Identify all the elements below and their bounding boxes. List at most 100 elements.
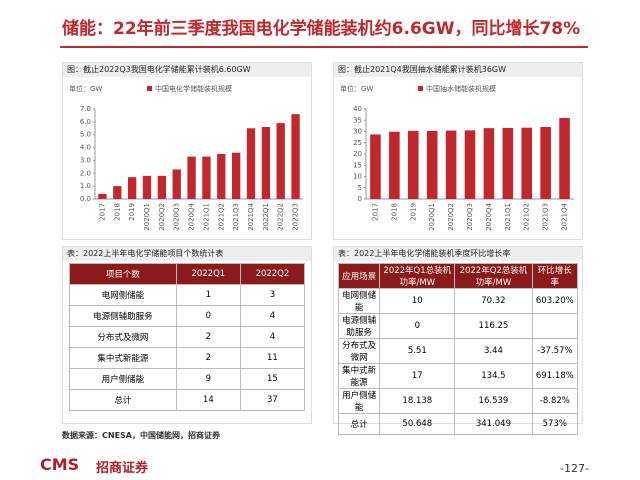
table-wrap: 应用场景 2022年Q1总装机功率/MW 2022年Q2总装机功率/MW 环比增长率电…: [337, 263, 579, 435]
source-note: 数据来源：CNESA，中国储能网，招商证券: [62, 431, 220, 440]
x-tick-label: 2020Q4: [485, 202, 493, 230]
table-cell: 9: [175, 368, 241, 390]
table-cell: 11: [239, 347, 306, 369]
table-row: 总计 50.648 341.049 573%: [337, 413, 579, 435]
table-wrap: 项目个数 2022Q1 2022Q2 电网侧储能 1 3 电源侧辅助服务 0 4 分布式及微网 2 4…: [69, 263, 306, 411]
x-tick-label: 2021Q3: [542, 203, 550, 231]
slide-title: 储能：22年前三季度我国电化学储能装机约6.6GW，同比增长78%: [62, 19, 581, 39]
table-row: 用户侧储能 9 15: [69, 368, 306, 390]
table-cell: 70.32: [454, 288, 533, 314]
bar: [389, 131, 400, 199]
x-tick-label: 2017: [98, 203, 106, 221]
bar: [483, 128, 495, 199]
table-cell: 集中式新能源: [69, 347, 177, 369]
table-cell: 电网侧储能: [69, 284, 177, 306]
x-tick-label: 2020Q2: [158, 203, 166, 231]
table-row: 集中式新能源 2 11: [69, 347, 306, 369]
table-cell: 0: [175, 305, 241, 327]
table-cell: 3: [239, 284, 306, 306]
empty-cell: [531, 313, 579, 339]
table-panel: 表：2022上半年电化学储能项目个数统计表 项目个数 2022Q1 2022Q2 电网…: [62, 246, 312, 424]
y-tick-label: 4.0: [80, 144, 91, 152]
x-tick-label: 2017: [371, 203, 379, 221]
bar: [98, 193, 107, 199]
y-tick-label: 40: [353, 105, 362, 113]
chart-title: 图：截止2022Q3我国电化学储能累计装机6.60GW: [63, 63, 311, 77]
table: 项目个数 2022Q1 2022Q2 电网侧储能 1 3 电源侧辅助服务 0 4 分布式及微网 2 4…: [69, 263, 306, 411]
table-cell: 4: [239, 326, 306, 348]
x-tick-label: 2021Q2: [217, 203, 225, 231]
table-row: 电源侧辅助服务 0 116.25: [337, 313, 579, 339]
table-cell: -37.57%: [531, 338, 579, 364]
header-cell: 项目个数: [69, 263, 177, 285]
table-cell: 5.51: [379, 338, 456, 364]
x-tick-label: 2022Q2: [277, 203, 285, 231]
table-row: 集中式新能源 17 134.5 691.18%: [337, 363, 579, 389]
table-row: 电源侧辅助服务 0 4: [69, 305, 306, 327]
table-cell: 分布式及微网: [69, 326, 177, 348]
header-row: 应用场景 2022年Q1总装机功率/MW 2022年Q2总装机功率/MW 环比增长率: [337, 263, 579, 289]
bar: [113, 186, 122, 199]
y-tick-label: 25: [353, 139, 362, 147]
header-row: 项目个数 2022Q1 2022Q2: [69, 263, 306, 285]
x-tick-label: 2019: [128, 203, 136, 221]
table-row: 电网侧储能 1 3: [69, 284, 306, 306]
title-rule: [60, 46, 588, 48]
chart-title: 图：截止2021Q4我国抽水储能累计装机36GW: [334, 63, 582, 77]
legend-label: 中国抽水储能装机规模: [426, 84, 496, 93]
table-cell: -8.82%: [531, 388, 579, 414]
header-cell: 2022Q1: [175, 263, 241, 285]
y-tick-label: 0: [358, 195, 362, 203]
table-row: 分布式及微网 5.51 3.44 -37.57%: [337, 338, 579, 364]
table-row: 用户侧储能 18.138 16.539 -8.82%: [337, 388, 579, 414]
x-tick-label: 2020Q3: [173, 203, 181, 231]
table-cell: 2: [175, 347, 241, 369]
bar: [407, 130, 419, 199]
bar: [464, 130, 476, 199]
page-number: -127-: [560, 462, 589, 475]
chart: 单位：GW 中国抽水储能装机规模 0 5 10 15 20 25 30 35 40 2017 2018 2…: [340, 84, 574, 231]
table-cell: 电源侧辅助服务: [337, 313, 381, 339]
bar: [291, 114, 300, 199]
x-tick-label: 2018: [390, 203, 398, 221]
logo: CMS: [40, 455, 80, 474]
header-cell: 2022年Q1总装机功率/MW: [379, 263, 456, 289]
y-tick-label: 20: [353, 150, 362, 158]
table-cell: 总计: [69, 389, 177, 411]
bar: [521, 127, 533, 199]
bar: [187, 156, 196, 199]
bar: [540, 127, 551, 199]
chart-panel: 图：截止2021Q4我国抽水储能累计装机36GW 单位：GW 中国抽水储能装机规模…: [333, 62, 583, 240]
x-tick-label: 2020Q3: [466, 203, 474, 231]
y-tick-label: 15: [353, 161, 362, 169]
x-tick-label: 2018: [113, 203, 121, 221]
table-title: 表：2022上半年电化学储能项目个数统计表: [63, 247, 311, 261]
y-tick-label: 3.0: [80, 156, 91, 164]
x-tick-label: 2020Q1: [428, 203, 436, 231]
x-tick-label: 2020Q1: [143, 203, 151, 231]
bar: [127, 177, 137, 199]
table-row: 电网侧储能 10 70.32 603.20%: [337, 288, 579, 314]
bar: [246, 128, 256, 199]
bar: [142, 175, 152, 199]
table-cell: 用户侧储能: [69, 368, 177, 390]
bar: [370, 134, 381, 199]
table-cell: 14: [175, 389, 241, 411]
table-row: 总计 14 37: [69, 389, 306, 411]
table: 应用场景 2022年Q1总装机功率/MW 2022年Q2总装机功率/MW 环比增长率电…: [337, 263, 579, 435]
table-cell: 电源侧辅助服务: [69, 305, 177, 327]
logo-text: 招商证券: [96, 461, 149, 476]
table-cell: 分布式及微网: [337, 338, 381, 364]
bar: [502, 127, 514, 199]
bar: [157, 175, 167, 199]
x-tick-label: 2021Q4: [247, 202, 255, 230]
table-panel: 表：2022上半年电化学储能装机季度环比增长率 应用场景 2022年Q1总装机功率…: [333, 246, 583, 435]
bar: [202, 156, 211, 199]
x-tick-label: 2020Q2: [447, 203, 455, 231]
legend-label: 中国电化学储能装机规模: [155, 84, 232, 93]
bar: [426, 130, 438, 199]
y-tick-label: 5.0: [80, 131, 91, 139]
table-title: 表：2022上半年电化学储能装机季度环比增长率: [334, 247, 582, 261]
table-cell: 134.5: [454, 363, 533, 389]
